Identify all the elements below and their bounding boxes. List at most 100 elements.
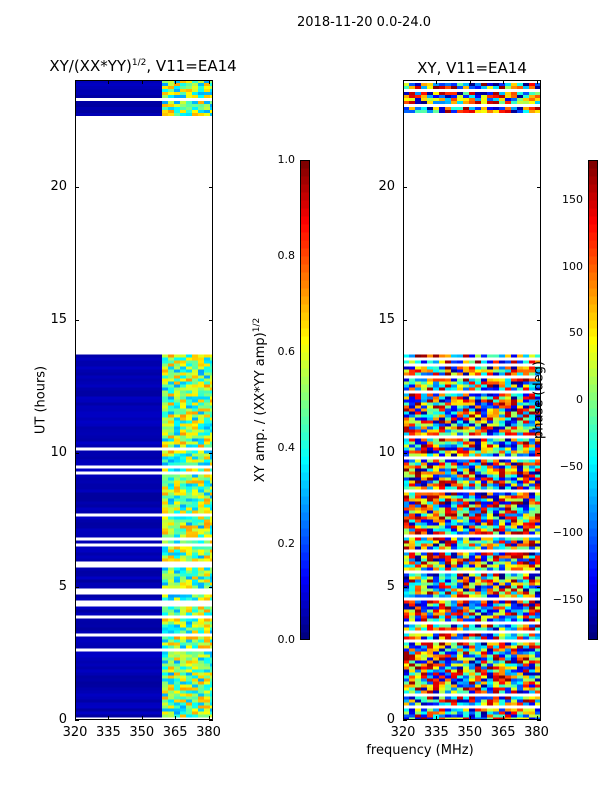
phase-cell-1083 [415, 516, 421, 520]
phase-cell-498 [493, 429, 499, 433]
amp-cell-1133 [173, 104, 180, 107]
amp-cell-796 [191, 630, 198, 634]
phase-cell-44 [529, 360, 535, 364]
phase-colorbar-segment-45 [588, 272, 598, 281]
amp-cell-775 [185, 624, 192, 628]
phase-cell-639 [511, 450, 517, 454]
phase-cell-1486 [487, 576, 493, 580]
amp-cell-974 [179, 690, 186, 694]
amp-cell-166 [191, 402, 198, 406]
phase-cell-1439 [481, 567, 487, 571]
phase-cell-1309 [529, 546, 535, 550]
phase-cell-703 [481, 462, 487, 466]
phase-cell-2410 [511, 714, 517, 718]
phase-cell-1002 [481, 504, 487, 508]
amp-cell-366 [191, 468, 198, 472]
phase-cell-2367 [529, 708, 535, 712]
phase-cell-938 [511, 495, 517, 499]
amp-cell-1003 [173, 699, 180, 703]
amp-cell-804 [179, 636, 186, 640]
phase-cell-2004 [421, 657, 427, 661]
amp-cell-491 [161, 510, 168, 514]
phase-cell-37 [487, 360, 493, 364]
amp-cell-988 [203, 693, 210, 697]
phase-cell-177 [499, 384, 505, 388]
amp-cell-1026 [191, 705, 198, 709]
phase-colorbar-tick-label: 100 [562, 259, 583, 273]
phase-cell-348 [421, 411, 427, 415]
amp-cell-241 [161, 426, 168, 430]
phase-cell-2115 [535, 669, 541, 673]
phase-cell-770 [469, 471, 475, 475]
phase-cell-1818 [409, 627, 415, 631]
amp-cell-397 [197, 480, 204, 484]
amp-cell-93 [173, 381, 180, 385]
phase-cell-1166 [499, 525, 505, 529]
phase-cell-2051 [427, 663, 433, 667]
amp-cell-652 [167, 573, 174, 577]
amp-cell-579 [209, 540, 213, 544]
phase-cell-4 [427, 354, 433, 358]
phase-cell-820 [493, 477, 499, 481]
phase-cell-1441 [493, 567, 499, 571]
amp-cell-14 [179, 357, 186, 361]
phase-cell-320 [529, 405, 535, 409]
phase-cell-1537 [517, 582, 523, 586]
amp-cell-1007 [197, 699, 204, 703]
phase-cell-1584 [523, 588, 529, 592]
phase-cell-453 [499, 423, 505, 427]
amp-cell-1165 [185, 113, 192, 116]
phase-cell-226 [517, 393, 523, 397]
phase-cell-495 [475, 429, 481, 433]
phase-cell-1448 [535, 567, 541, 571]
phase-cell-1139 [475, 522, 481, 526]
phase-cell-1800 [439, 624, 445, 628]
phase-colorbar-tick-label: −150 [552, 593, 583, 606]
phase-cell-31 [451, 360, 457, 364]
amp-cell-1105 [185, 92, 192, 95]
amp-cell-481 [161, 507, 168, 511]
phase-cell-1990 [475, 654, 481, 658]
amp-cell-64 [179, 372, 186, 376]
amp-cell-700 [75, 594, 162, 598]
phase-cell-808 [421, 477, 427, 481]
phase-cell-1127 [403, 522, 409, 526]
amp-cell-566 [191, 534, 198, 538]
phase-x-tick-label: 365 [490, 725, 516, 740]
phase-cell-1627 [505, 594, 511, 598]
amp-cell-451 [161, 498, 168, 502]
phase-cell-1085 [427, 516, 433, 520]
amp-cell-1043 [173, 711, 180, 715]
amp-cell-1030 [75, 708, 162, 712]
phase-cell-2255 [409, 690, 415, 694]
phase-cell-1101 [523, 516, 529, 520]
phase-cell-575 [403, 444, 409, 448]
phase-cell-1685 [439, 606, 445, 610]
phase-cell-1545 [427, 585, 433, 589]
amp-cell-228 [203, 420, 210, 424]
phase-cell-1640 [445, 600, 451, 604]
amp-cell-20 [75, 360, 162, 364]
phase-cell-1883 [523, 636, 529, 640]
amp-cell-76 [191, 375, 198, 379]
phase-cell-949 [439, 498, 445, 502]
phase-cell-1698 [517, 606, 523, 610]
phase-cell-1895 [457, 642, 463, 646]
phase-cell-473 [481, 426, 487, 430]
phase-cell-1262 [523, 540, 529, 544]
amp-cell-32 [167, 363, 174, 367]
phase-cell-2620 [529, 110, 535, 113]
amp-cell-214 [179, 417, 186, 421]
phase-cell-866 [493, 483, 499, 487]
phase-cell-1968 [481, 651, 487, 655]
phase-cell-2617 [511, 110, 517, 113]
amp-cell-1072 [167, 83, 174, 86]
phase-cell-2192 [445, 681, 451, 685]
amp-cell-455 [185, 498, 192, 502]
amp-cell-361 [161, 468, 168, 472]
phase-cell-709 [517, 462, 523, 466]
phase-cell-982 [499, 501, 505, 505]
phase-cell-819 [487, 477, 493, 481]
phase-cell-1779 [451, 618, 457, 622]
phase-cell-2316 [499, 699, 505, 703]
